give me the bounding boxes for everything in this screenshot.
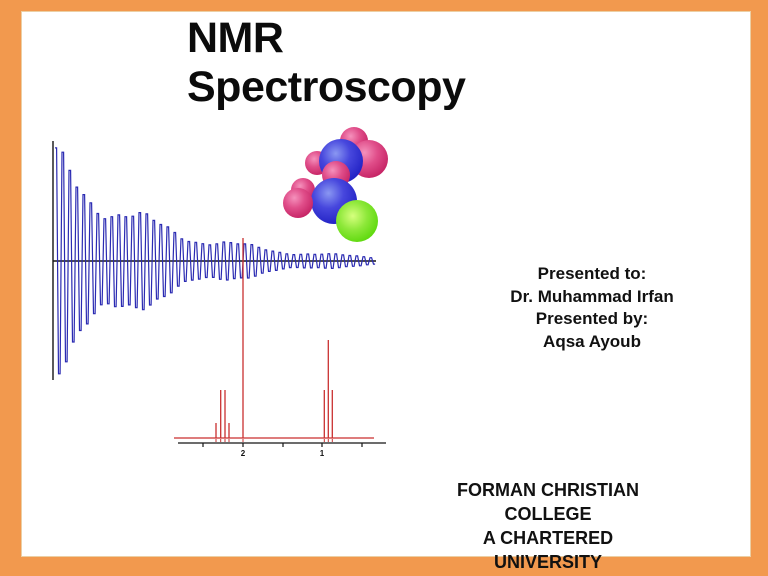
molecule-graphic: [283, 127, 388, 242]
college-text-block: FORMAN CHRISTIAN COLLEGE A CHARTERED UNI…: [457, 480, 639, 572]
fid-signal-graphic: [52, 141, 376, 380]
svg-text:1: 1: [320, 449, 325, 458]
svg-text:2: 2: [241, 449, 246, 458]
presented-text-block: Presented to: Dr. Muhammad Irfan Present…: [510, 264, 674, 351]
slide-title: NMR Spectroscopy: [187, 14, 466, 111]
slide-background: [21, 11, 751, 557]
